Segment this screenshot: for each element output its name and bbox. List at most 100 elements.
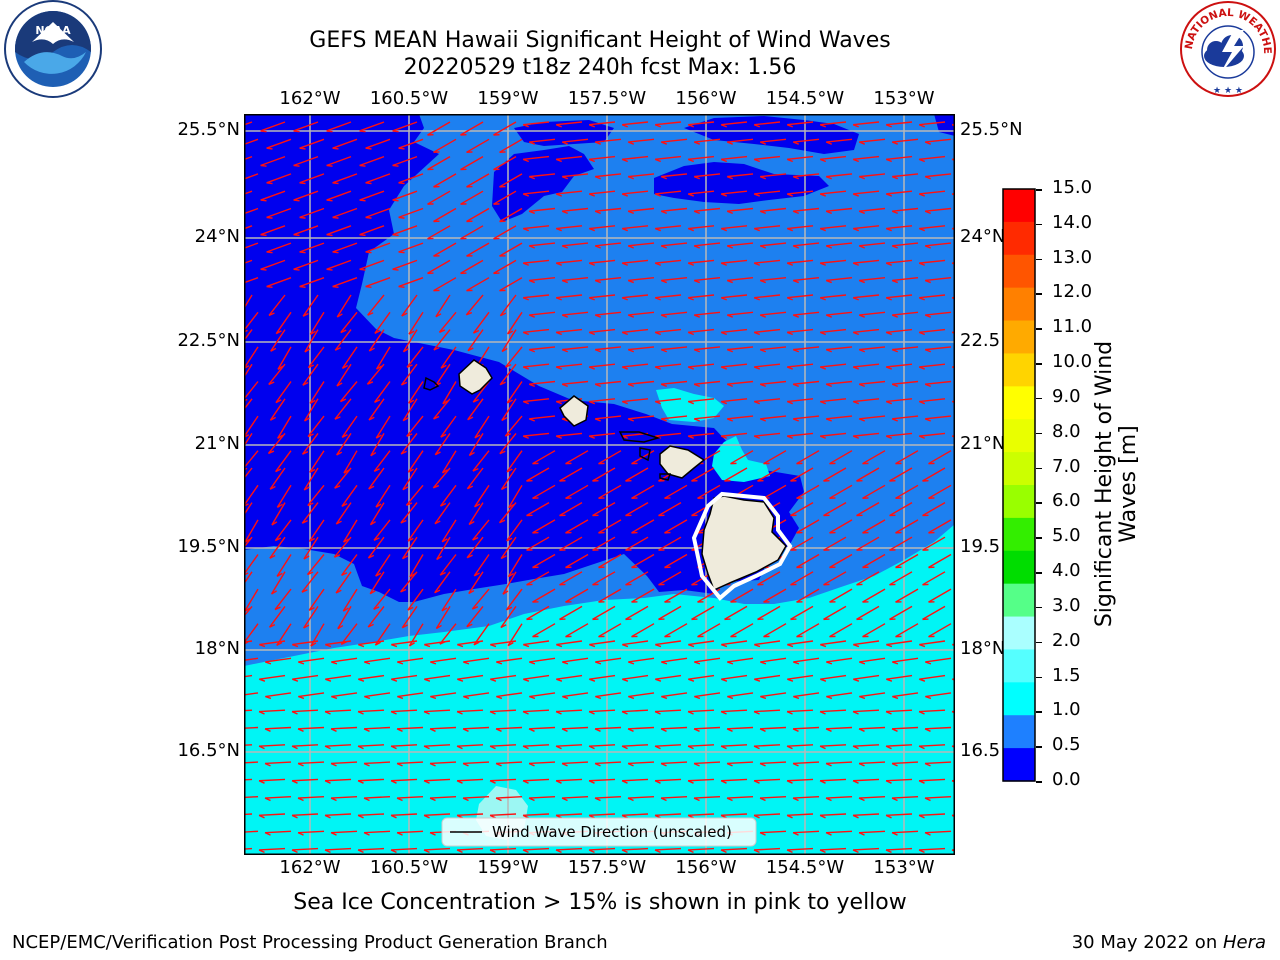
direction-arrow	[269, 536, 286, 559]
direction-arrow	[853, 640, 880, 648]
direction-arrow	[499, 207, 523, 223]
direction-arrow	[856, 536, 880, 551]
direction-arrow	[502, 571, 517, 595]
direction-arrow	[820, 640, 847, 648]
direction-arrow	[359, 259, 385, 271]
direction-arrow	[498, 502, 517, 524]
direction-arrow	[528, 311, 556, 318]
direction-arrow	[924, 138, 952, 145]
direction-arrow	[588, 121, 616, 128]
direction-arrow	[895, 484, 919, 499]
direction-arrow	[532, 450, 556, 465]
direction-arrow	[402, 467, 418, 491]
direction-arrow	[499, 138, 523, 153]
colorbar-tick-mark	[1036, 606, 1042, 609]
direction-arrow	[825, 761, 853, 767]
direction-arrow	[423, 709, 451, 715]
direction-arrow	[326, 259, 352, 271]
direction-arrow	[631, 553, 655, 569]
direction-arrow	[427, 225, 451, 240]
direction-arrow	[309, 450, 325, 474]
direction-arrow	[763, 623, 787, 638]
direction-arrow	[244, 813, 253, 816]
island-kahoolawe	[659, 473, 672, 481]
direction-arrow	[588, 398, 616, 405]
direction-arrow	[825, 796, 853, 802]
lat-tick-right-6: 18°N	[960, 638, 1006, 659]
direction-arrow	[468, 502, 484, 526]
direction-arrow	[693, 415, 721, 422]
direction-arrow	[293, 190, 319, 202]
direction-arrow	[924, 277, 952, 284]
direction-arrow	[526, 536, 550, 551]
direction-arrow	[401, 536, 418, 560]
direction-arrow	[720, 778, 748, 784]
lon-tick-top-5: 156°W	[675, 88, 737, 109]
direction-arrow	[759, 380, 787, 388]
direction-arrow	[757, 571, 781, 586]
direction-arrow	[625, 536, 649, 551]
direction-arrow	[466, 138, 490, 153]
direction-arrow	[631, 623, 655, 638]
direction-arrow	[819, 432, 847, 439]
direction-arrow	[324, 778, 352, 784]
direction-arrow	[621, 259, 649, 266]
direction-arrow	[307, 346, 325, 369]
direction-arrow	[266, 173, 292, 185]
direction-arrow	[759, 138, 787, 145]
direction-arrow	[373, 588, 391, 610]
direction-arrow	[460, 190, 484, 205]
direction-arrow	[462, 761, 490, 767]
direction-arrow	[889, 536, 913, 551]
direction-arrow	[467, 329, 484, 352]
direction-arrow	[753, 847, 781, 854]
direction-arrow	[456, 847, 484, 854]
direction-arrow	[885, 225, 913, 232]
direction-arrow	[918, 778, 946, 784]
direction-arrow	[359, 225, 385, 237]
direction-arrow	[693, 380, 721, 388]
direction-arrow	[260, 225, 286, 237]
direction-arrow	[862, 623, 886, 638]
direction-arrow	[301, 502, 319, 524]
direction-arrow	[594, 277, 622, 284]
direction-arrow	[559, 467, 583, 482]
direction-arrow	[468, 571, 484, 595]
direction-arrow	[654, 778, 682, 784]
direction-arrow	[532, 484, 556, 499]
direction-arrow	[852, 259, 880, 266]
direction-arrow	[493, 259, 517, 275]
direction-arrow	[367, 605, 385, 628]
direction-arrow	[925, 692, 952, 700]
direction-arrow	[853, 674, 880, 682]
direction-arrow	[753, 328, 781, 336]
wind-wave-direction-arrows	[244, 121, 955, 854]
direction-arrow	[691, 605, 715, 621]
wave-zone-low-north-1	[492, 146, 594, 222]
direction-arrow	[561, 380, 589, 388]
direction-arrow	[627, 726, 655, 732]
direction-arrow	[330, 761, 358, 767]
direction-arrow	[406, 415, 424, 437]
direction-arrow	[688, 674, 715, 682]
direction-arrow	[922, 605, 946, 621]
direction-arrow	[796, 450, 820, 465]
direction-arrow	[726, 346, 754, 353]
direction-arrow	[489, 709, 517, 715]
direction-arrow	[506, 519, 523, 542]
direction-arrow	[885, 778, 913, 784]
direction-arrow	[341, 415, 358, 439]
direction-arrow	[726, 415, 754, 422]
direction-arrow	[598, 484, 622, 499]
footer-right: 30 May 2022 on Hera	[1072, 932, 1266, 953]
colorbar-segment	[1003, 550, 1035, 585]
direction-arrow	[720, 744, 748, 750]
direction-arrow	[658, 501, 682, 517]
direction-arrow	[460, 121, 484, 136]
direction-arrow	[721, 674, 748, 682]
direction-arrow	[325, 640, 352, 648]
direction-arrow	[441, 450, 457, 474]
nws-logo: NATIONAL WEATHER SERVICE ★ ★ ★	[1178, 0, 1276, 97]
direction-arrow	[856, 571, 880, 586]
direction-arrow	[499, 173, 523, 188]
